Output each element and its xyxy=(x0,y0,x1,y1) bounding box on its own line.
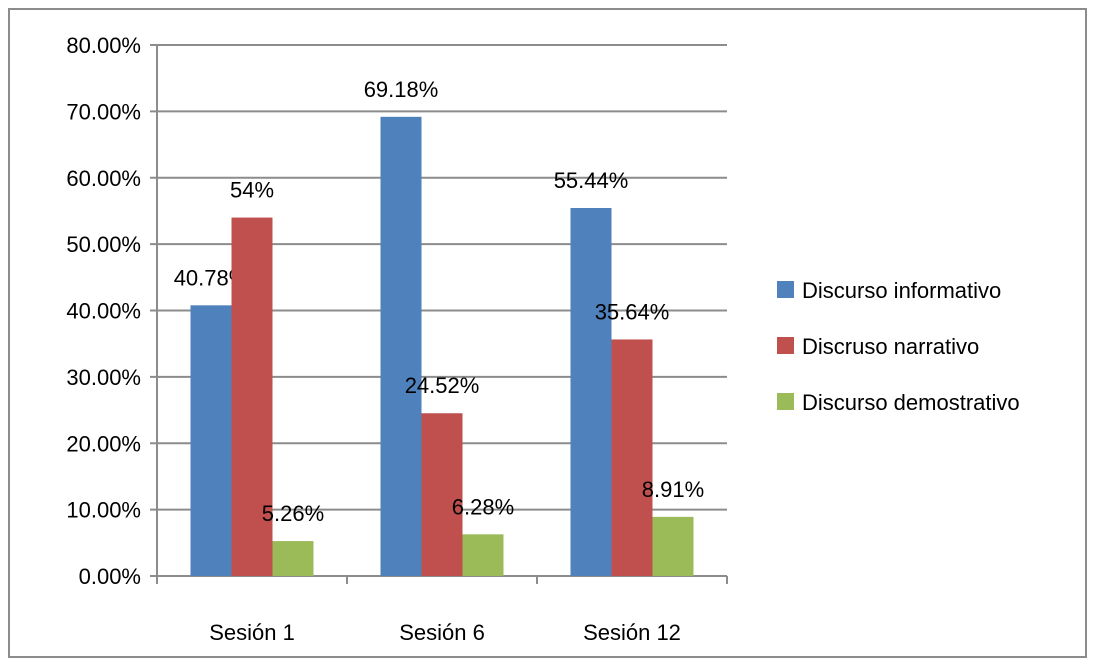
legend-swatch xyxy=(777,281,794,298)
legend-label: Discruso narrativo xyxy=(802,334,979,359)
y-tick-label: 80.00% xyxy=(66,33,141,58)
legend-label: Discurso informativo xyxy=(802,278,1001,303)
y-tick-label: 10.00% xyxy=(66,498,141,523)
bar xyxy=(272,541,314,576)
data-label: 55.44% xyxy=(554,168,629,193)
data-label: 5.26% xyxy=(262,501,324,526)
y-tick-label: 40.00% xyxy=(66,299,141,324)
y-tick-label: 50.00% xyxy=(66,232,141,257)
bar xyxy=(611,339,653,576)
data-label: 54% xyxy=(230,178,274,203)
bar xyxy=(570,208,612,576)
legend-swatch xyxy=(777,393,794,410)
bar xyxy=(380,116,422,576)
y-tick-label: 30.00% xyxy=(66,365,141,390)
y-tick-label: 70.00% xyxy=(66,99,141,124)
legend-swatch xyxy=(777,337,794,354)
data-label: 69.18% xyxy=(364,77,439,102)
bar xyxy=(652,516,694,576)
bar xyxy=(462,534,504,576)
y-tick-label: 20.00% xyxy=(66,431,141,456)
bar xyxy=(231,217,273,576)
data-label: 8.91% xyxy=(642,477,704,502)
chart-frame xyxy=(8,8,1087,658)
category-label: Sesión 1 xyxy=(209,620,295,645)
bar xyxy=(190,305,232,576)
category-label: Sesión 12 xyxy=(583,620,681,645)
legend-label: Discurso demostrativo xyxy=(802,390,1020,415)
data-label: 6.28% xyxy=(452,494,514,519)
y-tick-label: 60.00% xyxy=(66,166,141,191)
data-label: 24.52% xyxy=(405,373,480,398)
category-label: Sesión 6 xyxy=(399,620,485,645)
bar xyxy=(421,413,463,576)
y-tick-label: 0.00% xyxy=(79,564,141,589)
data-label: 35.64% xyxy=(595,299,670,324)
